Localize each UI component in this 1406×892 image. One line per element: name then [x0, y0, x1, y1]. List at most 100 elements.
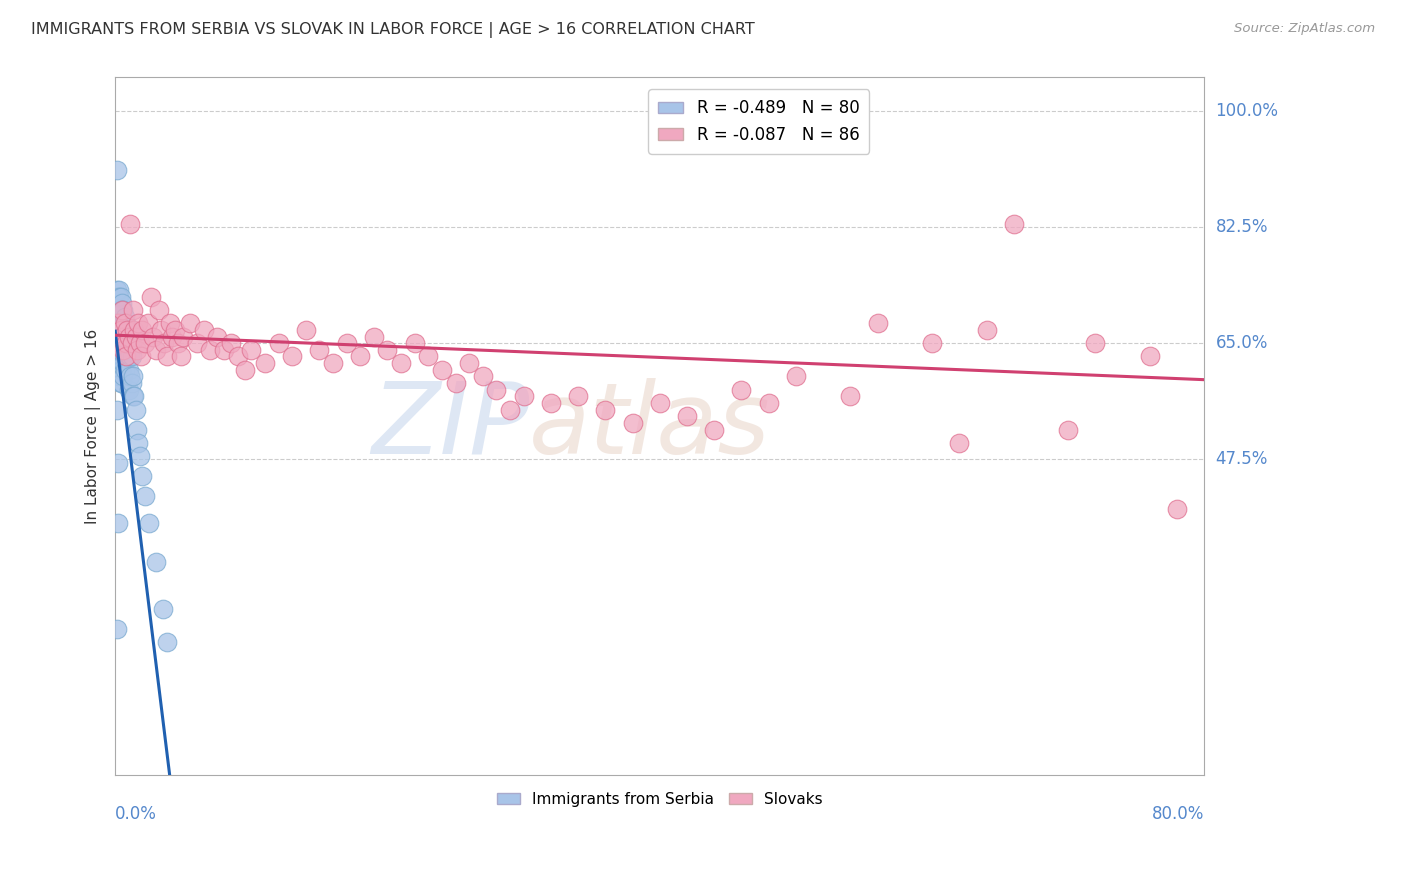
Point [108, 343, 131, 357]
Point [118, 383, 141, 397]
Point [120, 217, 142, 231]
Point [200, 343, 222, 357]
Point [110, 336, 132, 351]
Text: 65.0%: 65.0% [1216, 334, 1268, 352]
Point [540, 396, 562, 410]
Point [131, 323, 153, 337]
Point [839, 389, 862, 403]
Point [124, 402, 146, 417]
Point [110, 316, 132, 330]
Point [212, 343, 235, 357]
Point [110, 302, 132, 317]
Point [308, 343, 330, 357]
Text: atlas: atlas [529, 377, 770, 475]
Point [110, 362, 132, 376]
Y-axis label: In Labor Force | Age > 16: In Labor Force | Age > 16 [86, 328, 101, 524]
Point [193, 323, 215, 337]
Point [148, 302, 170, 317]
Point [281, 350, 304, 364]
Point [122, 389, 145, 403]
Point [107, 516, 129, 530]
Point [110, 376, 132, 390]
Point [142, 329, 165, 343]
Point [112, 343, 135, 357]
Point [1084, 336, 1107, 351]
Point [114, 316, 136, 330]
Point [1057, 423, 1080, 437]
Point [127, 316, 149, 330]
Point [233, 362, 256, 376]
Point [111, 302, 134, 317]
Point [111, 343, 134, 357]
Point [866, 316, 889, 330]
Text: 100.0%: 100.0% [1216, 102, 1278, 120]
Point [363, 329, 385, 343]
Point [153, 336, 176, 351]
Point [121, 336, 143, 351]
Point [458, 356, 481, 370]
Point [336, 336, 359, 351]
Point [156, 635, 179, 649]
Point [107, 343, 129, 357]
Point [253, 356, 276, 370]
Point [108, 329, 131, 343]
Point [169, 350, 191, 364]
Point [105, 622, 128, 636]
Point [138, 516, 160, 530]
Point [1139, 350, 1161, 364]
Point [322, 356, 344, 370]
Point [471, 369, 494, 384]
Point [122, 369, 145, 384]
Point [105, 283, 128, 297]
Point [110, 290, 132, 304]
Text: Source: ZipAtlas.com: Source: ZipAtlas.com [1234, 22, 1375, 36]
Point [111, 376, 134, 390]
Point [703, 423, 725, 437]
Point [948, 435, 970, 450]
Point [121, 376, 143, 390]
Point [112, 369, 135, 384]
Point [118, 323, 141, 337]
Point [595, 402, 617, 417]
Point [115, 350, 138, 364]
Point [118, 350, 141, 364]
Point [111, 362, 134, 376]
Point [108, 302, 131, 317]
Point [240, 343, 263, 357]
Text: IMMIGRANTS FROM SERBIA VS SLOVAK IN LABOR FORCE | AGE > 16 CORRELATION CHART: IMMIGRANTS FROM SERBIA VS SLOVAK IN LABO… [31, 22, 755, 38]
Point [499, 402, 522, 417]
Point [186, 336, 208, 351]
Point [108, 290, 131, 304]
Point [145, 343, 167, 357]
Point [159, 316, 181, 330]
Point [107, 350, 129, 364]
Point [267, 336, 290, 351]
Point [114, 336, 136, 351]
Point [120, 369, 142, 384]
Point [114, 362, 136, 376]
Point [125, 423, 148, 437]
Point [676, 409, 699, 424]
Point [152, 602, 174, 616]
Point [377, 343, 399, 357]
Point [115, 316, 138, 330]
Point [111, 316, 134, 330]
Point [115, 323, 138, 337]
Point [117, 336, 139, 351]
Point [418, 350, 440, 364]
Point [129, 350, 152, 364]
Point [112, 302, 135, 317]
Point [120, 350, 142, 364]
Point [389, 356, 412, 370]
Point [128, 449, 150, 463]
Point [115, 336, 138, 351]
Point [162, 329, 184, 343]
Point [122, 302, 145, 317]
Point [117, 323, 139, 337]
Point [124, 329, 146, 343]
Point [120, 336, 142, 351]
Point [118, 329, 141, 343]
Text: 82.5%: 82.5% [1216, 218, 1268, 235]
Point [921, 336, 943, 351]
Point [110, 343, 132, 357]
